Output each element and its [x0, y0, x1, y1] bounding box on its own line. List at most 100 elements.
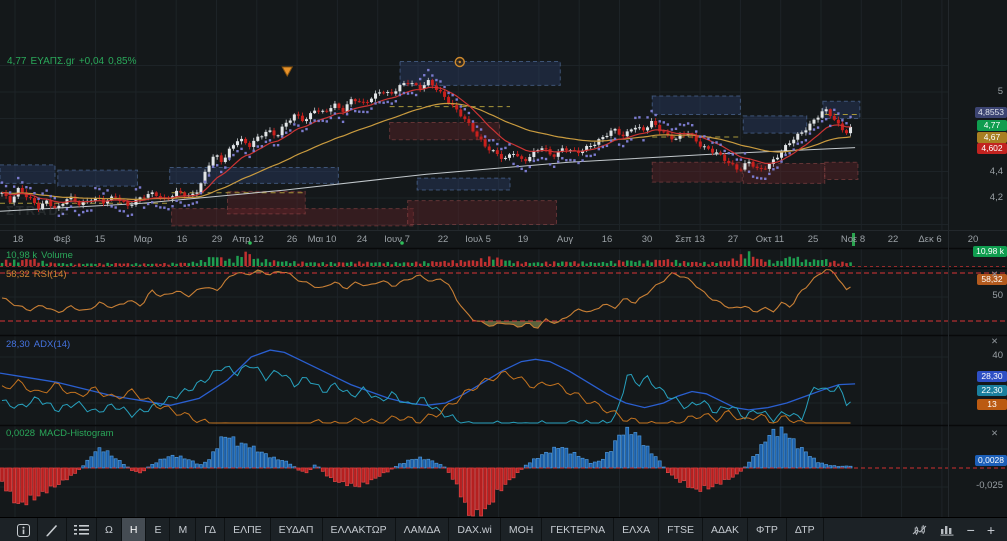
sell-triangle-marker [281, 66, 294, 78]
pencil-icon [46, 524, 58, 537]
time-axis-label: Σεπ 13 [675, 234, 705, 245]
ticker-FTSE[interactable]: FTSE [659, 518, 704, 541]
ma-long-line [0, 147, 856, 212]
time-axis-label: Ιουλ 5 [465, 234, 491, 245]
watchlist-button[interactable] [67, 518, 97, 541]
ticker-ΕΥΔΑΠ[interactable]: ΕΥΔΑΠ [271, 518, 323, 541]
timeframe-Η[interactable]: Η [121, 518, 147, 541]
adx-value: 28,30 [6, 339, 30, 350]
support-zone [651, 161, 743, 183]
ticker-ΕΛΠΕ[interactable]: ΕΛΠΕ [225, 518, 271, 541]
macd-close-button[interactable]: ✕ [991, 428, 999, 438]
volume-bars [0, 251, 852, 266]
price-axis-tick: 4,4 [989, 166, 1003, 177]
time-axis-label: 19 [517, 234, 529, 245]
price-axis-tick: 50 [992, 290, 1003, 301]
zoom-out-button[interactable]: − [966, 522, 975, 538]
signal-markers [281, 56, 465, 78]
price-tag: 4,67 [977, 132, 1007, 143]
resistance-zone [57, 169, 138, 187]
price-tag: 4,77 [977, 120, 1007, 131]
adx-pane-label: 28,30 ADX(14) [6, 339, 74, 350]
legend-change-pct: 0,85% [108, 56, 137, 67]
axis-event-markers [248, 233, 855, 246]
chart-canvas[interactable] [0, 0, 1007, 517]
price-tag: 4,8553 [975, 107, 1007, 118]
ticker-ΦΤΡ[interactable]: ΦΤΡ [748, 518, 787, 541]
price-tag: 58,32 [977, 274, 1007, 285]
ticker-group: ΓΔ ΕΛΠΕ ΕΥΔΑΠ ΕΛΛΑΚΤΩΡ ΛΑΜΔΑ DAX.wi ΜΟΗ ΓΕΚΤΕΡΝ… [196, 518, 824, 541]
price-tag: 10,98 k [973, 246, 1007, 257]
list-icon [74, 525, 89, 535]
ticker-ΔΤΡ[interactable]: ΔΤΡ [787, 518, 824, 541]
volume-name: Volume [41, 250, 73, 261]
adx-name: ADX(14) [33, 339, 71, 350]
macd-pane-label: 0,0028 MACD-Histogram [6, 428, 118, 439]
candlestick-chart-icon[interactable] [912, 524, 928, 537]
ticker-ΕΛΛΑΚΤΩΡ[interactable]: ΕΛΛΑΚΤΩΡ [323, 518, 396, 541]
time-axis-label: 25 [807, 234, 819, 245]
ma-fast-line [1, 86, 851, 204]
price-tag: 4,602 [977, 143, 1007, 154]
adx-close-button[interactable]: ✕ [991, 336, 999, 346]
toolbar-right: − + [912, 518, 1007, 541]
price-tag: 22,30 [977, 385, 1007, 396]
time-axis-label: Φεβ [53, 234, 71, 245]
watermark: ΣTRADE [6, 203, 71, 218]
support-zone [407, 200, 557, 225]
resistance-zone [399, 61, 561, 86]
symbol-legend[interactable]: 4,77 ΕΥΑΠΣ.gr +0,04 0,85% [7, 56, 140, 67]
zoom-in-button[interactable]: + [986, 522, 995, 538]
minus-di-line [1, 370, 851, 424]
time-axis-label: Δεκ 6 [918, 234, 942, 245]
ma-slow-line [1, 102, 851, 200]
time-axis-label: Μαι 10 [307, 234, 337, 245]
time-axis-label: Αυγ [556, 234, 574, 245]
ticker-ΜΟΗ[interactable]: ΜΟΗ [501, 518, 543, 541]
resistance-zone [822, 100, 861, 120]
resistance-zone [651, 95, 741, 116]
adx-line [0, 349, 856, 411]
rsi-oversold-fill [550, 321, 559, 324]
support-zone [389, 121, 501, 141]
time-axis-label: 30 [641, 234, 653, 245]
time-axis-label: 18 [12, 234, 24, 245]
rsi-line [1, 268, 851, 329]
time-axis-label: 26 [286, 234, 298, 245]
rsi-oversold-fill [477, 321, 542, 329]
ticker-ΓΕΚΤΕΡΝΑ[interactable]: ΓΕΚΤΕΡΝΑ [542, 518, 615, 541]
ticker-DAX.wi[interactable]: DAX.wi [449, 518, 501, 541]
ticker-ΕΛΧΑ[interactable]: ΕΛΧΑ [614, 518, 660, 541]
time-axis-label: 24 [356, 234, 368, 245]
time-axis-label: Απρ 12 [232, 234, 264, 245]
legend-price: 4,77 [7, 56, 27, 67]
timeframe-Ε[interactable]: Ε [146, 518, 171, 541]
ticker-ΑΔΑΚ[interactable]: ΑΔΑΚ [703, 518, 749, 541]
time-axis-label: 20 [967, 234, 979, 245]
price-axis-tick: 5 [997, 86, 1003, 97]
price-axis-tick: -0,025 [976, 480, 1003, 491]
resistance-zone [416, 177, 511, 191]
legend-change: +0,04 [78, 56, 105, 67]
resistance-zone [169, 167, 339, 184]
support-zone [824, 161, 859, 180]
ticker-ΛΑΜΔΑ[interactable]: ΛΑΜΔΑ [396, 518, 450, 541]
volume-pane-label: 10,98 k Volume [6, 250, 77, 261]
histogram-icon[interactable] [940, 524, 955, 536]
supply-demand-zones [0, 61, 861, 227]
draw-button[interactable] [38, 518, 67, 541]
rsi-pane [0, 268, 1007, 329]
timeframe-Ω[interactable]: Ω [97, 518, 122, 541]
ticker-ΓΔ[interactable]: ΓΔ [196, 518, 226, 541]
psar-dots [0, 68, 852, 217]
resistance-zone [0, 164, 56, 184]
time-axis-label: 29 [211, 234, 223, 245]
info-icon [17, 523, 30, 537]
rsi-close-button[interactable]: ✕ [991, 269, 999, 279]
price-tag: 28,30 [977, 371, 1007, 382]
macd-name: MACD-Histogram [39, 428, 114, 439]
rsi-value: 58,32 [6, 269, 30, 280]
timeframe-Μ[interactable]: Μ [170, 518, 197, 541]
info-button[interactable] [10, 518, 38, 541]
